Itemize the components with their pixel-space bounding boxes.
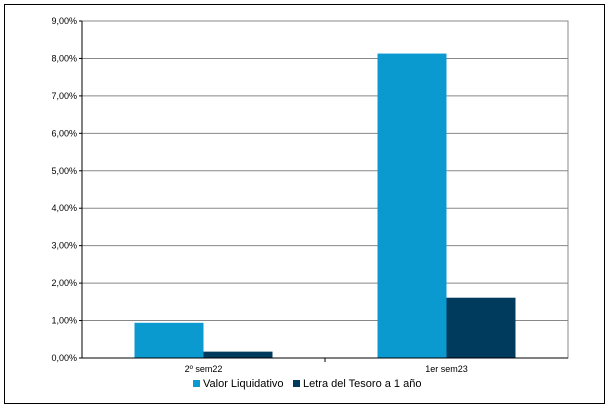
legend-label: Valor Liquidativo <box>203 378 284 390</box>
x-tick-label: 2º sem22 <box>185 364 223 374</box>
y-tick-label: 2,00% <box>51 278 77 288</box>
axis-layer: 0,00% 1,00% 2,00% 3,00% 4,00% 5,00% 6,00% 7,00%… <box>51 16 568 374</box>
bar-valor-liquidativo-0 <box>134 322 204 358</box>
legend-swatch <box>193 380 200 387</box>
y-tick-label: 4,00% <box>51 203 77 213</box>
legend-label: Letra del Tesoro a 1 año <box>303 378 421 390</box>
y-tick-label: 0,00% <box>51 353 77 363</box>
y-tick-label: 5,00% <box>51 166 77 176</box>
y-tick-label: 6,00% <box>51 128 77 138</box>
bar-letra-del-tesoro-a-1-a-o-0 <box>203 351 273 358</box>
bar-valor-liquidativo-1 <box>377 53 447 359</box>
y-tick-label: 3,00% <box>51 241 77 251</box>
bar-letra-del-tesoro-a-1-a-o-1 <box>446 297 516 358</box>
legend-swatch <box>293 380 300 387</box>
y-tick-label: 7,00% <box>51 91 77 101</box>
x-tick-label: 1er sem23 <box>425 364 468 374</box>
y-tick-label: 9,00% <box>51 16 77 26</box>
y-tick-label: 1,00% <box>51 316 77 326</box>
legend: Valor Liquidativo Letra del Tesoro a 1 añ… <box>193 378 421 390</box>
chart-frame <box>4 4 605 404</box>
y-tick-label: 8,00% <box>51 53 77 63</box>
bar-layer <box>134 53 516 359</box>
